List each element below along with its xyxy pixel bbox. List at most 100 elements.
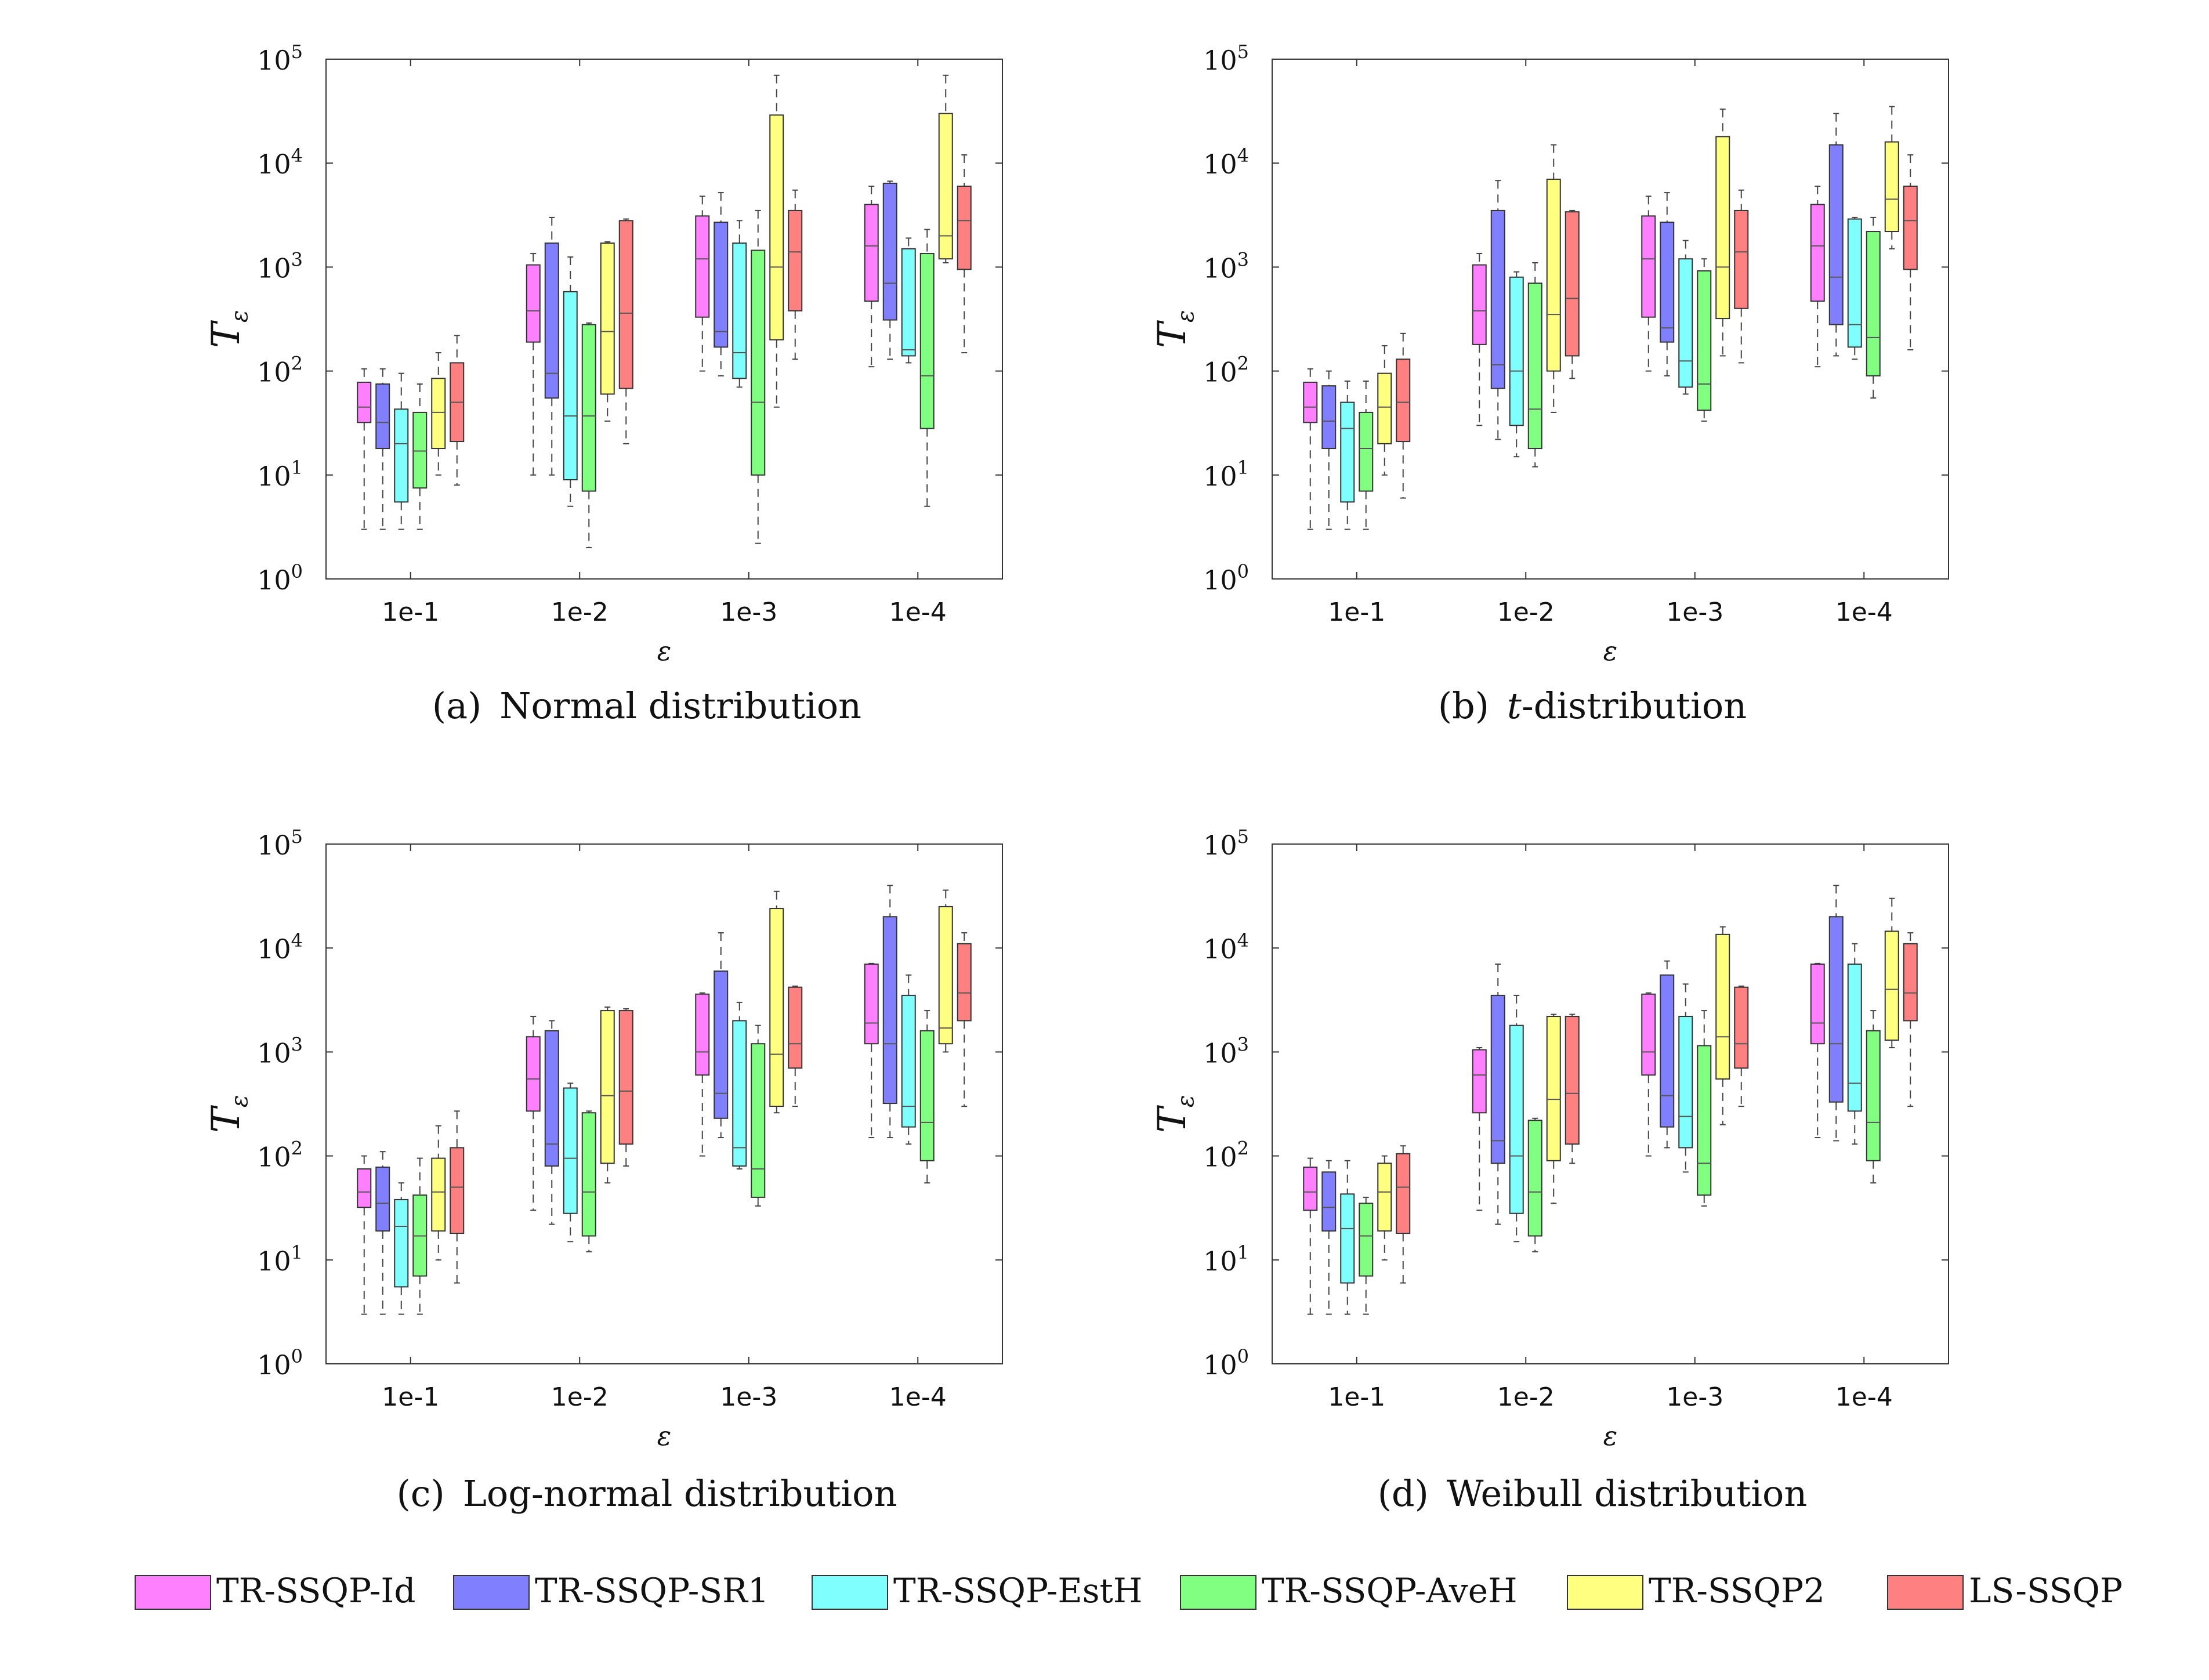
chart-panel-1: 100 101 102 103 104 105 1e-1 1e-2 1e-3 1e-4 Tε ε (a)… <box>204 41 1003 727</box>
box-tr-ssqp2-1e-4 <box>1884 106 1899 249</box>
y-tick-label: 101 <box>1203 1241 1249 1277</box>
box-body <box>1715 136 1730 320</box>
box-tr-ssqp-id-1e-3 <box>1641 992 1656 1157</box>
y-axis-label: Tε <box>1150 1095 1199 1134</box>
box-tr-ssqp-id-1e-1 <box>1303 368 1318 530</box>
y-axis-label: Tε <box>204 1095 253 1134</box>
box-tr-ssqp-esth-1e-3 <box>732 220 747 388</box>
x-tick-label-1e-2: 1e-2 <box>551 1382 609 1412</box>
box-body <box>581 1112 596 1237</box>
legend-label: TR-SSQP-Id <box>216 1571 415 1610</box>
panel-caption: (b) t-distribution <box>1438 685 1747 727</box>
y-tick-label: 102 <box>1203 1138 1249 1173</box>
box-body <box>1490 994 1505 1164</box>
box-ls-ssqp-1e-1 <box>450 335 465 486</box>
box-body <box>1565 1016 1580 1145</box>
box-body <box>1527 283 1542 450</box>
box-body <box>1828 916 1844 1103</box>
box-body <box>431 378 446 450</box>
box-body <box>600 242 615 395</box>
x-axis-label: ε <box>657 635 672 667</box>
box-body <box>1810 963 1825 1045</box>
y-tick-label: 102 <box>257 1138 303 1173</box>
box-ls-ssqp-1e-2 <box>1565 1013 1580 1164</box>
box-body <box>1903 943 1918 1022</box>
box-tr-ssqp-id-1e-1 <box>357 1155 372 1315</box>
box-tr-ssqp2-1e-1 <box>431 352 446 476</box>
x-tick-label-1e-2: 1e-2 <box>551 598 609 627</box>
chart-panel-4: 100 101 102 103 104 105 1e-1 1e-2 1e-3 1e-4 Tε ε (d)… <box>1150 825 1949 1515</box>
box-tr-ssqp-sr1-1e-1 <box>375 1151 390 1315</box>
box-body <box>957 185 972 270</box>
box-body <box>412 411 428 489</box>
legend-label: TR-SSQP-SR1 <box>535 1571 769 1610</box>
y-tick-label: 100 <box>1203 560 1249 596</box>
box-tr-ssqp-sr1-1e-3 <box>1660 960 1675 1149</box>
legend-swatch <box>1887 1575 1964 1610</box>
box-body <box>1697 270 1712 411</box>
box-body <box>1734 209 1749 309</box>
box-tr-ssqp-aveh-1e-1 <box>412 383 428 530</box>
box-body <box>882 182 897 321</box>
box-tr-ssqp-esth-1e-4 <box>1847 216 1862 360</box>
legend-item-tr-ssqp-esth: TR-SSQP-EstH <box>812 1571 1142 1610</box>
legend-swatch <box>812 1575 888 1610</box>
y-axis-label: Tε <box>204 310 253 349</box>
box-tr-ssqp-aveh-1e-3 <box>1697 1010 1712 1207</box>
box-body <box>1884 141 1899 233</box>
box-body <box>1490 209 1505 389</box>
plot-frame <box>325 59 1003 580</box>
box-body <box>1866 231 1881 376</box>
box-tr-ssqp-id-1e-2 <box>526 253 541 476</box>
box-tr-ssqp-aveh-1e-2 <box>1527 1117 1542 1252</box>
box-tr-ssqp-aveh-1e-3 <box>751 209 766 544</box>
y-tick-label: 104 <box>257 929 303 965</box>
box-body <box>1321 1171 1337 1232</box>
box-body <box>1866 1030 1881 1161</box>
legend-item-tr-ssqp-id: TR-SSQP-Id <box>135 1571 415 1610</box>
panel-caption: (d) Weibull distribution <box>1378 1472 1808 1515</box>
box-tr-ssqp-sr1-1e-1 <box>1321 370 1337 530</box>
box-tr-ssqp-esth-1e-1 <box>394 372 409 530</box>
box-tr-ssqp2-1e-2 <box>1546 144 1561 413</box>
box-tr-ssqp-sr1-1e-2 <box>1490 963 1505 1225</box>
box-body <box>751 249 766 476</box>
box-body <box>1734 986 1749 1069</box>
x-tick-label-1e-1: 1e-1 <box>382 1382 439 1412</box>
box-body <box>695 993 710 1076</box>
chart-panel-2: 100 101 102 103 104 105 1e-1 1e-2 1e-3 1e-4 Tε ε (b)… <box>1150 41 1949 727</box>
box-body <box>1396 1153 1411 1234</box>
box-tr-ssqp-sr1-1e-4 <box>1828 885 1844 1142</box>
box-ls-ssqp-1e-3 <box>788 189 803 360</box>
box-body <box>1660 222 1675 343</box>
box-tr-ssqp-esth-1e-3 <box>732 1001 747 1170</box>
box-tr-ssqp-sr1-1e-2 <box>544 216 559 476</box>
y-tick-label: 100 <box>257 560 303 596</box>
box-body <box>695 215 710 318</box>
box-body <box>394 408 409 503</box>
box-ls-ssqp-1e-3 <box>1734 985 1749 1107</box>
y-tick-label: 105 <box>257 825 303 861</box>
box-tr-ssqp2-1e-1 <box>1377 345 1392 476</box>
box-ls-ssqp-1e-2 <box>618 218 633 444</box>
box-body <box>375 383 390 450</box>
box-body <box>901 994 916 1128</box>
box-body <box>1377 1163 1392 1232</box>
x-axis-label: ε <box>1603 635 1618 667</box>
box-tr-ssqp2-1e-3 <box>1715 926 1730 1125</box>
box-tr-ssqp-esth-1e-1 <box>394 1182 409 1315</box>
box-tr-ssqp-sr1-1e-3 <box>1660 192 1675 376</box>
box-ls-ssqp-1e-4 <box>1903 154 1918 351</box>
box-tr-ssqp-aveh-1e-1 <box>1359 380 1374 530</box>
legend-label: TR-SSQP2 <box>1649 1571 1825 1610</box>
box-body <box>450 1147 465 1234</box>
box-tr-ssqp2-1e-4 <box>938 889 953 1053</box>
y-tick-label: 104 <box>1203 144 1249 180</box>
box-ls-ssqp-1e-1 <box>1396 1145 1411 1284</box>
box-body <box>526 264 541 343</box>
legend-item-tr-ssqp-aveh: TR-SSQP-AveH <box>1180 1571 1518 1610</box>
box-body <box>357 381 372 423</box>
box-tr-ssqp-esth-1e-1 <box>1340 380 1355 530</box>
box-tr-ssqp-id-1e-4 <box>1810 185 1825 368</box>
box-body <box>1847 963 1862 1112</box>
